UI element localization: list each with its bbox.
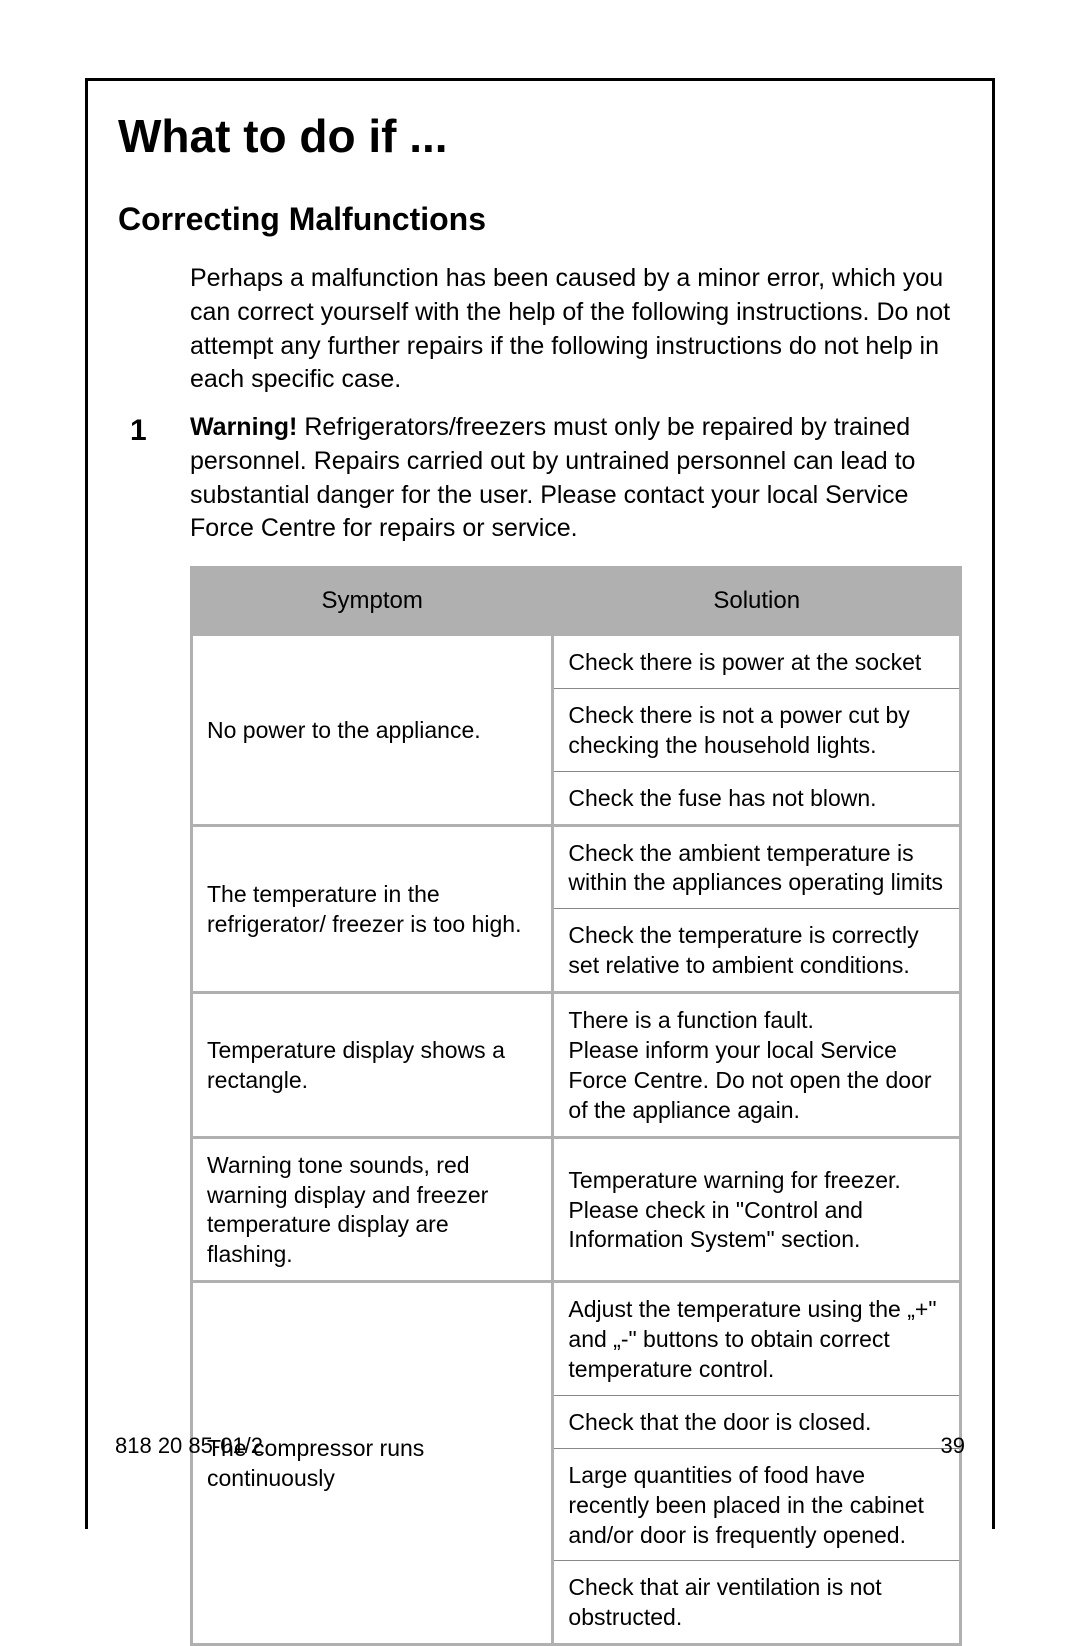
solution-cell: There is a function fault.Please inform … bbox=[553, 993, 961, 1138]
table-row: The compressor runs continuouslyAdjust t… bbox=[192, 1282, 961, 1396]
warning-number: 1 bbox=[130, 411, 147, 452]
warning-label: Warning! bbox=[190, 413, 297, 441]
solution-cell: Check the ambient temperature is within … bbox=[553, 825, 961, 909]
solution-cell: Check that air ventilation is not obstru… bbox=[553, 1561, 961, 1645]
warning-block: 1 Warning! Refrigerators/freezers must o… bbox=[190, 411, 962, 546]
symptom-cell: Temperature display shows a rectangle. bbox=[192, 993, 553, 1138]
symptom-cell: The temperature in the refrigerator/ fre… bbox=[192, 825, 553, 993]
solution-cell: Check the temperature is correctly set r… bbox=[553, 909, 961, 993]
table-row: Temperature display shows a rectangle.Th… bbox=[192, 993, 961, 1138]
table-row: The temperature in the refrigerator/ fre… bbox=[192, 825, 961, 909]
intro-paragraph: Perhaps a malfunction has been caused by… bbox=[190, 262, 962, 397]
page-title: What to do if ... bbox=[118, 109, 962, 163]
page-footer: 818 20 85-01/2 39 bbox=[115, 1433, 965, 1459]
footer-doc-number: 818 20 85-01/2 bbox=[115, 1433, 263, 1459]
solution-cell: Check there is not a power cut by checki… bbox=[553, 688, 961, 771]
section-subtitle: Correcting Malfunctions bbox=[118, 201, 962, 238]
solution-cell: Large quantities of food have recently b… bbox=[553, 1448, 961, 1561]
solution-cell: Check there is power at the socket bbox=[553, 635, 961, 689]
table-header-row: Symptom Solution bbox=[192, 568, 961, 635]
col-header-symptom: Symptom bbox=[192, 568, 553, 635]
table-row: No power to the appliance.Check there is… bbox=[192, 635, 961, 689]
table-row: Warning tone sounds, red warning display… bbox=[192, 1137, 961, 1282]
footer-page-number: 39 bbox=[941, 1433, 965, 1459]
solution-cell: Temperature warning for freezer.Please c… bbox=[553, 1137, 961, 1282]
symptom-cell: The compressor runs continuously bbox=[192, 1282, 553, 1645]
solution-cell: Check the fuse has not blown. bbox=[553, 771, 961, 825]
troubleshooting-table: Symptom Solution No power to the applian… bbox=[190, 566, 962, 1646]
symptom-cell: No power to the appliance. bbox=[192, 635, 553, 826]
col-header-solution: Solution bbox=[553, 568, 961, 635]
warning-text: Refrigerators/freezers must only be repa… bbox=[190, 413, 915, 542]
page-content: What to do if ... Correcting Malfunction… bbox=[88, 109, 992, 1646]
symptom-cell: Warning tone sounds, red warning display… bbox=[192, 1137, 553, 1282]
page-frame: What to do if ... Correcting Malfunction… bbox=[85, 78, 995, 1529]
solution-cell: Adjust the temperature using the „+" and… bbox=[553, 1282, 961, 1396]
